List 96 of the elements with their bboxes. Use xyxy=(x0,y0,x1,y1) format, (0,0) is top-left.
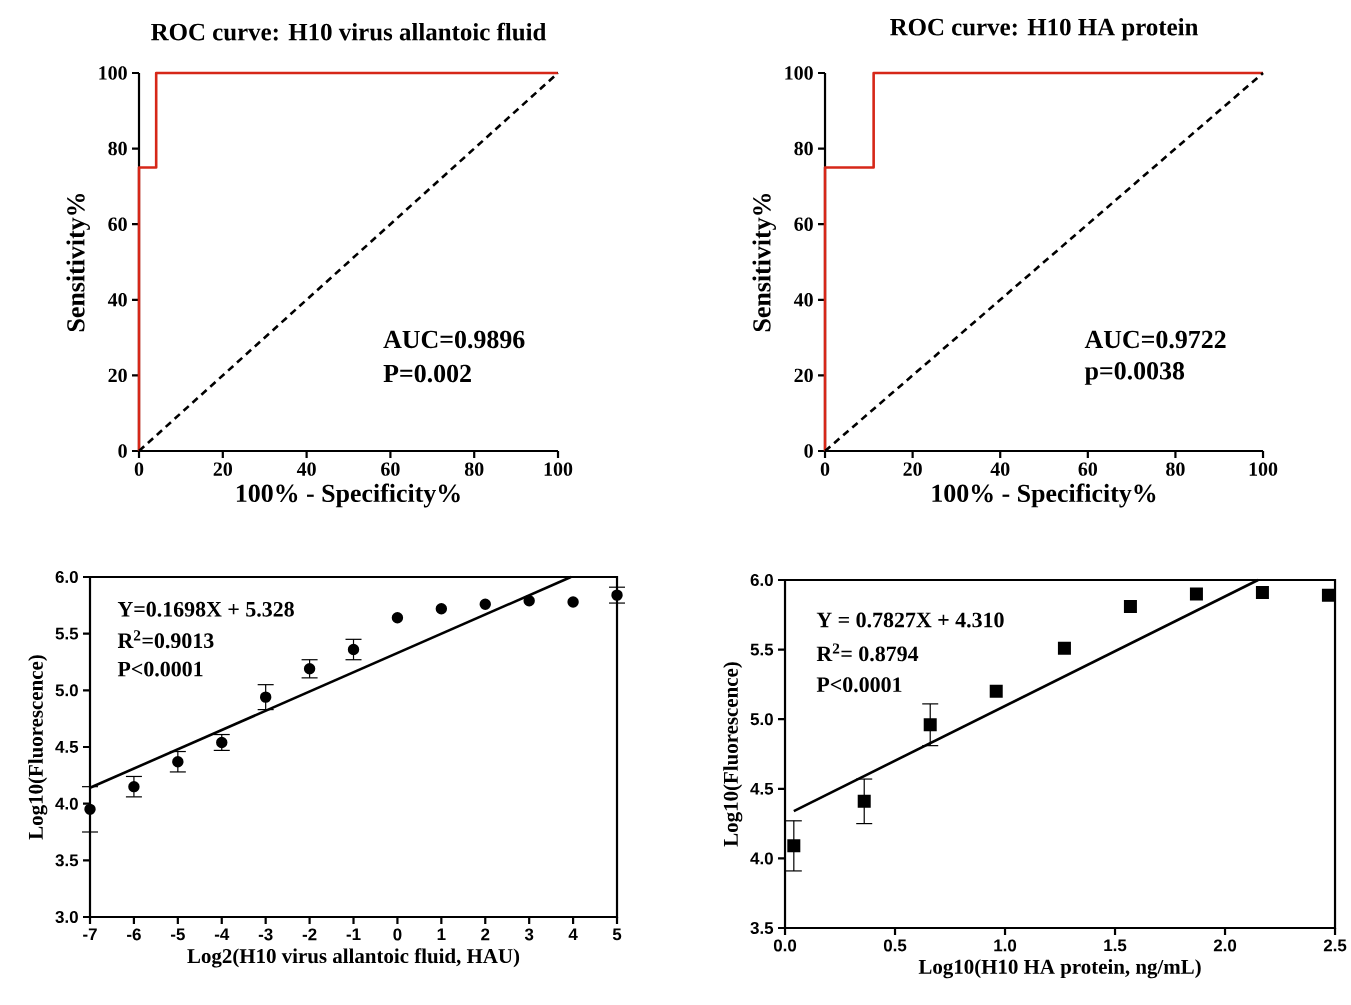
annotation: P<0.0001 xyxy=(117,661,203,677)
x-tick-label: 0 xyxy=(134,462,144,476)
x-tick-label: 1.0 xyxy=(994,939,1017,952)
y-tick-label: 5.5 xyxy=(750,643,774,656)
point xyxy=(172,756,184,768)
annotation: AUC=0.9896 xyxy=(383,330,525,349)
point xyxy=(347,643,360,656)
annotation: AUC=0.9722 xyxy=(1084,330,1226,349)
y-tick-label: 4.5 xyxy=(750,782,774,795)
point xyxy=(128,780,140,793)
annotation: p=0.0038 xyxy=(1084,362,1185,385)
x-tick-label: 0 xyxy=(820,462,830,476)
x-tick-label: 4 xyxy=(568,928,578,941)
y-axis-title: Sensitivity% xyxy=(66,193,90,332)
annotation: P=0.002 xyxy=(383,364,471,383)
x-tick-label: 20 xyxy=(213,462,233,476)
y-tick-label: 5.0 xyxy=(55,684,78,697)
y-tick-label: 4.0 xyxy=(750,852,773,865)
x-tick-label: 0 xyxy=(393,928,402,941)
x-tick-label: 60 xyxy=(381,462,400,476)
x-tick-label: 40 xyxy=(296,462,316,476)
annotation: Y=0.1698X + 5.328 xyxy=(117,601,294,617)
x-tick-label: 20 xyxy=(903,462,922,476)
y-tick-label: 20 xyxy=(108,368,127,383)
point xyxy=(989,684,1003,698)
x-tick-label: 1.5 xyxy=(1104,939,1127,952)
x-tick-label: -6 xyxy=(127,928,141,941)
y-tick-label: 40 xyxy=(793,293,813,307)
y-tick-label: 100 xyxy=(99,66,127,80)
point xyxy=(523,595,535,607)
point xyxy=(787,839,801,853)
chart-title: ROC curve: H10 HA protein xyxy=(890,18,1199,41)
x-axis-title: Log2(H10 virus allantoic fluid, HAU) xyxy=(187,948,520,968)
y-tick-label: 3.5 xyxy=(55,854,79,867)
point xyxy=(1189,587,1203,601)
y-tick-label: 80 xyxy=(794,141,813,156)
point xyxy=(1123,599,1137,613)
y-axis-title: Log10(Fluorescence) xyxy=(28,655,48,840)
point xyxy=(479,598,491,610)
x-tick-label: 0.5 xyxy=(883,939,907,952)
point xyxy=(1321,588,1335,602)
y-tick-label: 40 xyxy=(107,293,127,307)
y-tick-label: 3.5 xyxy=(750,921,774,934)
x-tick-label: 0.0 xyxy=(773,939,797,952)
annotation: R$^{2}$= 0.8794 xyxy=(816,643,919,662)
y-tick-label: 60 xyxy=(794,217,813,231)
point xyxy=(567,596,579,608)
y-tick-label: 6.0 xyxy=(55,571,78,583)
annotation: Y = 0.7827X + 4.310 xyxy=(816,612,1004,628)
point xyxy=(84,803,96,816)
x-tick-label: 2.5 xyxy=(1323,939,1347,952)
x-axis-title: Log10(H10 HA protein, ng/mL) xyxy=(918,959,1201,979)
y-tick-label: 0 xyxy=(118,444,127,458)
y-tick-label: 4.0 xyxy=(55,797,78,810)
point xyxy=(1255,586,1269,600)
point xyxy=(391,612,404,624)
x-axis-title: 100% - Specificity% xyxy=(236,483,460,508)
x-tick-label: -1 xyxy=(346,928,361,941)
y-tick-label: 0 xyxy=(804,444,813,458)
x-axis-title: 100% - Specificity% xyxy=(932,483,1156,508)
y-tick-label: 4.5 xyxy=(55,741,79,753)
y-tick-label: 60 xyxy=(108,217,127,231)
point xyxy=(857,794,871,808)
x-tick-label: 100 xyxy=(544,462,573,476)
y-tick-label: 80 xyxy=(108,141,127,156)
x-tick-label: 1 xyxy=(437,928,446,941)
y-axis-title: Sensitivity% xyxy=(752,193,776,332)
x-tick-label: -7 xyxy=(83,928,97,941)
annotation: R$^{2}$=0.9013 xyxy=(117,630,214,649)
x-tick-label: -3 xyxy=(258,928,273,941)
chart-title: ROC curve: H10 virus allantoic fluid xyxy=(151,22,547,41)
x-tick-label: -4 xyxy=(214,928,230,941)
x-tick-label: -5 xyxy=(170,928,185,941)
x-tick-label: 3 xyxy=(524,928,534,941)
y-tick-label: 100 xyxy=(785,66,813,80)
x-tick-label: 80 xyxy=(1166,462,1185,476)
y-axis-title: Log10(Fluorescence) xyxy=(723,662,743,847)
x-tick-label: 2 xyxy=(481,928,490,941)
y-tick-label: 3.0 xyxy=(55,910,78,923)
point xyxy=(303,663,316,675)
x-tick-label: 5 xyxy=(612,928,622,941)
point xyxy=(1057,641,1071,655)
x-tick-label: 40 xyxy=(990,462,1010,476)
point xyxy=(923,718,937,732)
y-tick-label: 5.5 xyxy=(55,627,79,640)
x-tick-label: 100 xyxy=(1249,462,1278,476)
annotation: P<0.0001 xyxy=(816,677,902,693)
x-tick-label: -2 xyxy=(302,928,317,941)
x-tick-label: 60 xyxy=(1078,462,1098,476)
y-tick-label: 6.0 xyxy=(750,573,773,586)
point xyxy=(435,603,448,615)
x-tick-label: 80 xyxy=(464,462,484,476)
y-tick-label: 20 xyxy=(794,368,813,383)
y-tick-label: 5.0 xyxy=(750,713,773,726)
x-tick-label: 2.0 xyxy=(1213,939,1237,952)
point xyxy=(259,691,272,703)
